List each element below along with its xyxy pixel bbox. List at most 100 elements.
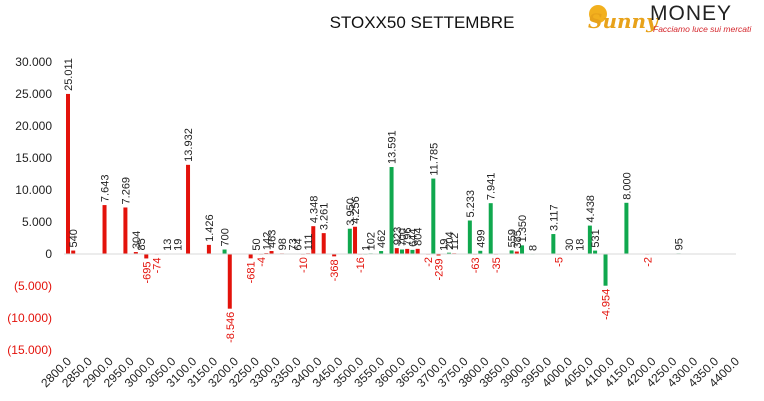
bar: [593, 250, 598, 254]
y-tick-label: 5.000: [22, 215, 52, 229]
data-label: 19: [173, 239, 185, 251]
y-tick-label: (15.000): [7, 343, 52, 357]
bar: [415, 248, 420, 254]
bar: [431, 178, 436, 254]
data-label: 18: [574, 239, 586, 251]
y-tick-label: (5.000): [14, 279, 52, 293]
data-label: 559: [507, 229, 519, 247]
data-label: -681: [246, 261, 258, 283]
data-label: 19: [439, 239, 451, 251]
y-tick-label: 25.000: [15, 87, 52, 101]
bar: [222, 249, 227, 254]
data-label: 111: [303, 234, 315, 251]
data-label: 700: [397, 228, 409, 246]
data-label: 102: [366, 232, 378, 250]
data-label: 540: [68, 229, 80, 247]
y-tick-label: (10.000): [7, 311, 52, 325]
bar: [71, 250, 76, 254]
y-tick-label: 15.000: [15, 151, 52, 165]
bar: [353, 226, 358, 254]
data-label: -2: [642, 257, 654, 267]
data-label: 85: [136, 238, 148, 250]
logo-brand-part2: MONEY: [650, 2, 732, 25]
data-label: 7.643: [100, 175, 112, 203]
data-label: -8.546: [225, 312, 237, 343]
data-label: -4.954: [601, 289, 613, 320]
data-label: -2: [423, 257, 435, 267]
data-label: 25.011: [63, 58, 75, 91]
bar: [603, 254, 608, 286]
data-label: 700: [220, 228, 232, 246]
data-label: 531: [590, 229, 602, 247]
data-label: -368: [329, 259, 341, 281]
data-label: -63: [470, 257, 482, 273]
y-tick-label: 0: [45, 247, 52, 261]
bar: [400, 249, 404, 254]
data-label: 385: [512, 230, 524, 248]
data-label: 1.350: [517, 215, 529, 243]
data-label: 1: [360, 245, 372, 251]
data-label: 8.000: [621, 172, 633, 200]
data-label: 204: [444, 231, 456, 249]
data-label: 463: [267, 230, 279, 248]
bar: [446, 252, 451, 254]
data-label: 1.426: [204, 214, 216, 242]
data-label: 13.932: [183, 128, 195, 162]
bar: [467, 220, 472, 254]
data-label: 304: [131, 231, 143, 249]
y-tick-label: 20.000: [15, 119, 52, 133]
sun-icon: [589, 5, 607, 23]
bar: [269, 251, 274, 254]
y-tick-label: 30.000: [15, 55, 52, 69]
data-label: -16: [355, 257, 367, 273]
bar: [144, 254, 149, 259]
data-label: -5: [554, 257, 566, 267]
data-label: 50: [251, 238, 263, 250]
sunny-money-logo: Sunny MONEY Facciamo luce sui mercati: [588, 2, 752, 34]
data-label: 796: [402, 228, 414, 246]
data-label: 3.950: [345, 198, 357, 226]
bar: [436, 254, 441, 256]
data-label: 30: [564, 239, 576, 251]
data-label: -10: [298, 257, 310, 273]
data-label: -695: [141, 261, 153, 283]
data-label: 644: [407, 229, 419, 247]
x-axis: 2800.02850.02900.02950.03000.03050.03100…: [38, 354, 742, 390]
bar: [102, 205, 107, 254]
data-label: -74: [152, 257, 164, 273]
bar: [206, 244, 211, 254]
data-label: 804: [413, 227, 425, 245]
bar: [248, 254, 253, 259]
data-label: 98: [277, 238, 289, 250]
bar: [520, 245, 525, 254]
bar: [347, 228, 352, 254]
data-label: 3.117: [548, 204, 560, 231]
data-label: 4.438: [585, 195, 597, 223]
chart-title: STOXX50 SETTEMBRE: [330, 13, 515, 32]
data-label: 5.233: [465, 190, 477, 218]
data-label: -35: [491, 257, 503, 273]
data-label: 4.256: [350, 196, 362, 224]
data-label: 923: [392, 227, 404, 245]
bar: [379, 251, 384, 254]
bar: [123, 207, 128, 254]
y-tick-label: 10.000: [15, 183, 52, 197]
bar: [587, 225, 592, 254]
data-label: -239: [434, 259, 446, 281]
data-label: 64: [293, 238, 305, 250]
data-label: 13: [162, 239, 174, 251]
data-label: 7.941: [486, 173, 498, 201]
bar: [66, 93, 70, 255]
bar: [410, 249, 415, 254]
bar: [509, 250, 514, 254]
bar: [478, 250, 483, 254]
data-label: 4.348: [308, 196, 320, 224]
bar: [405, 248, 410, 254]
data-label: 8: [527, 245, 539, 251]
bar: [394, 248, 399, 254]
data-label: 95: [674, 238, 686, 250]
bar: [332, 254, 337, 257]
data-label: 3.261: [319, 203, 331, 231]
